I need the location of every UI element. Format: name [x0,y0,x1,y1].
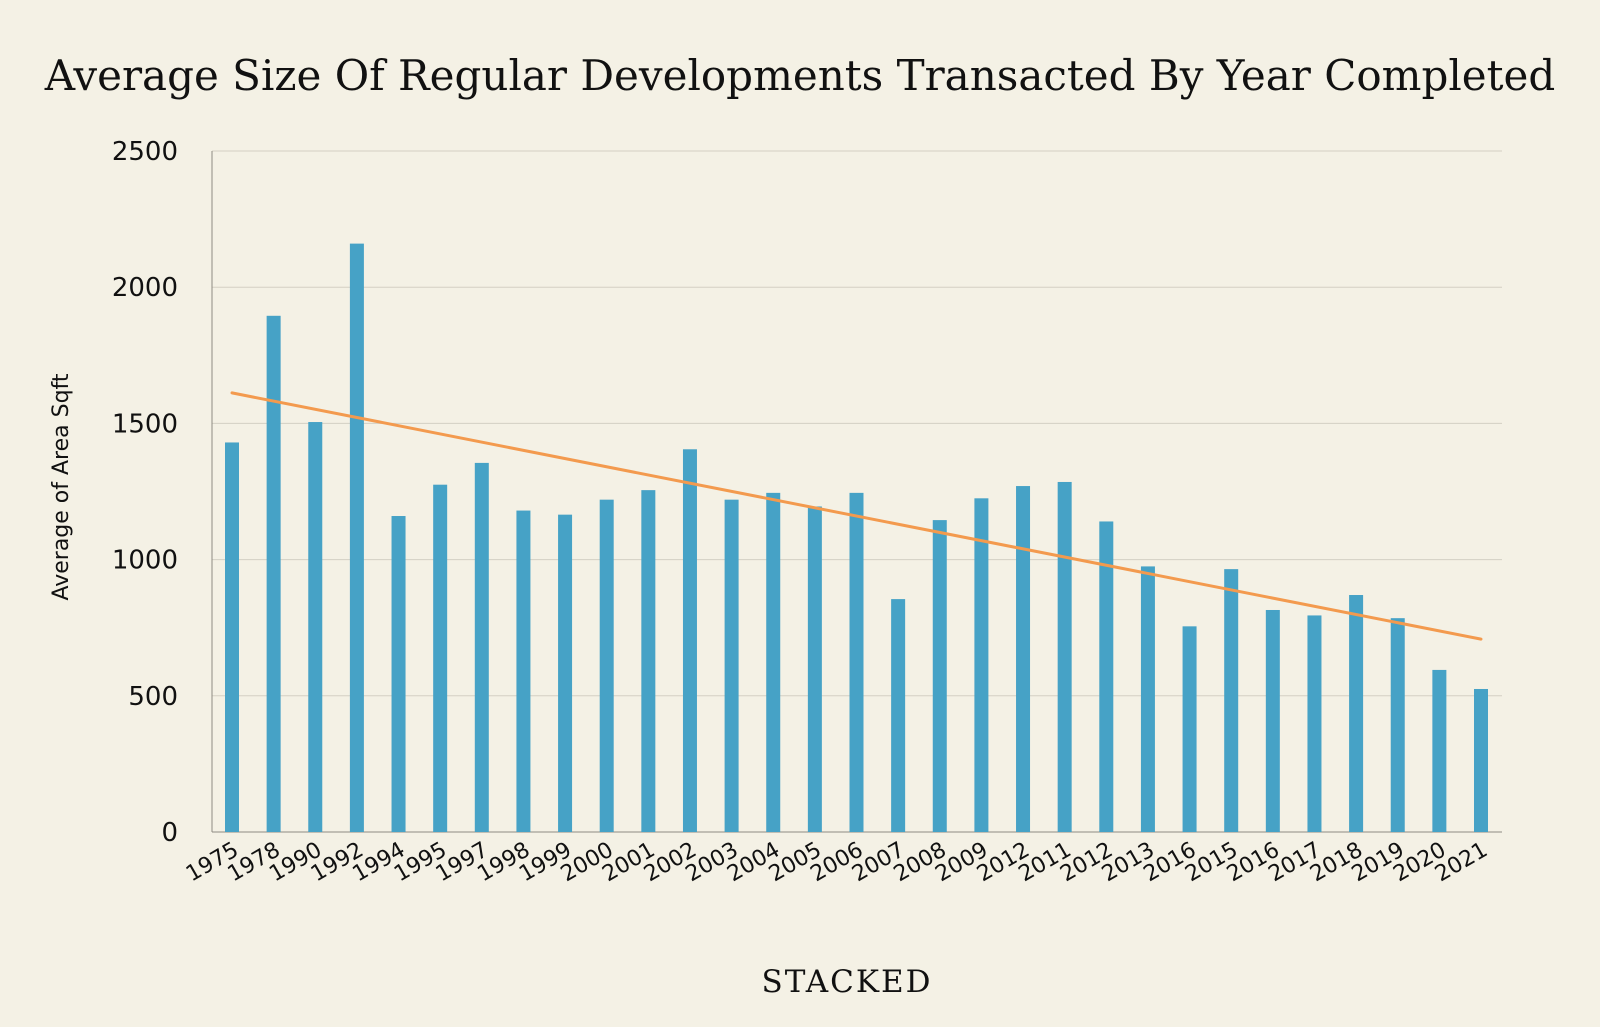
trendline-group [230,391,1483,641]
bar [1307,615,1322,832]
bar [932,520,947,832]
bar [891,599,906,832]
bar [766,492,781,832]
bar [516,510,531,832]
bar [849,492,864,832]
bar [1057,481,1072,832]
bars [225,243,1488,833]
bar [1432,669,1447,832]
y-tick-label: 500 [128,682,178,712]
bar [1182,626,1197,832]
bar [433,484,448,832]
bar [474,462,489,832]
bar [1140,566,1155,832]
bar [1390,618,1405,832]
bar [599,499,614,832]
bar [391,516,406,832]
y-tick-label: 2500 [112,137,178,167]
bar [349,243,364,833]
bar [1016,486,1031,832]
brand-logo-text: STACKED [762,964,933,1000]
y-tick-label: 1500 [112,409,178,439]
bar [1265,609,1280,832]
bar [724,499,739,832]
x-axis-ticks: 1975197819901992199419951997199819992000… [182,838,1492,888]
bar [558,514,573,832]
bar [807,506,822,832]
y-axis-label: Average of Area Sqft [49,373,74,600]
bar [266,315,281,832]
bar [225,442,239,832]
bar [1224,569,1239,832]
bar [1474,688,1488,832]
bar [682,449,697,832]
bar [308,422,323,832]
y-tick-label: 0 [161,818,178,848]
y-tick-label: 2000 [112,273,178,303]
y-axis-ticks: 0 500 1000 1500 2000 2500 [112,137,178,848]
chart-title: Average Size Of Regular Developments Tra… [44,51,1555,100]
bar [1349,595,1364,832]
trendline [230,391,1483,641]
bar [641,490,656,832]
bar [1099,521,1114,832]
y-tick-label: 1000 [112,546,178,576]
bar [974,498,989,832]
